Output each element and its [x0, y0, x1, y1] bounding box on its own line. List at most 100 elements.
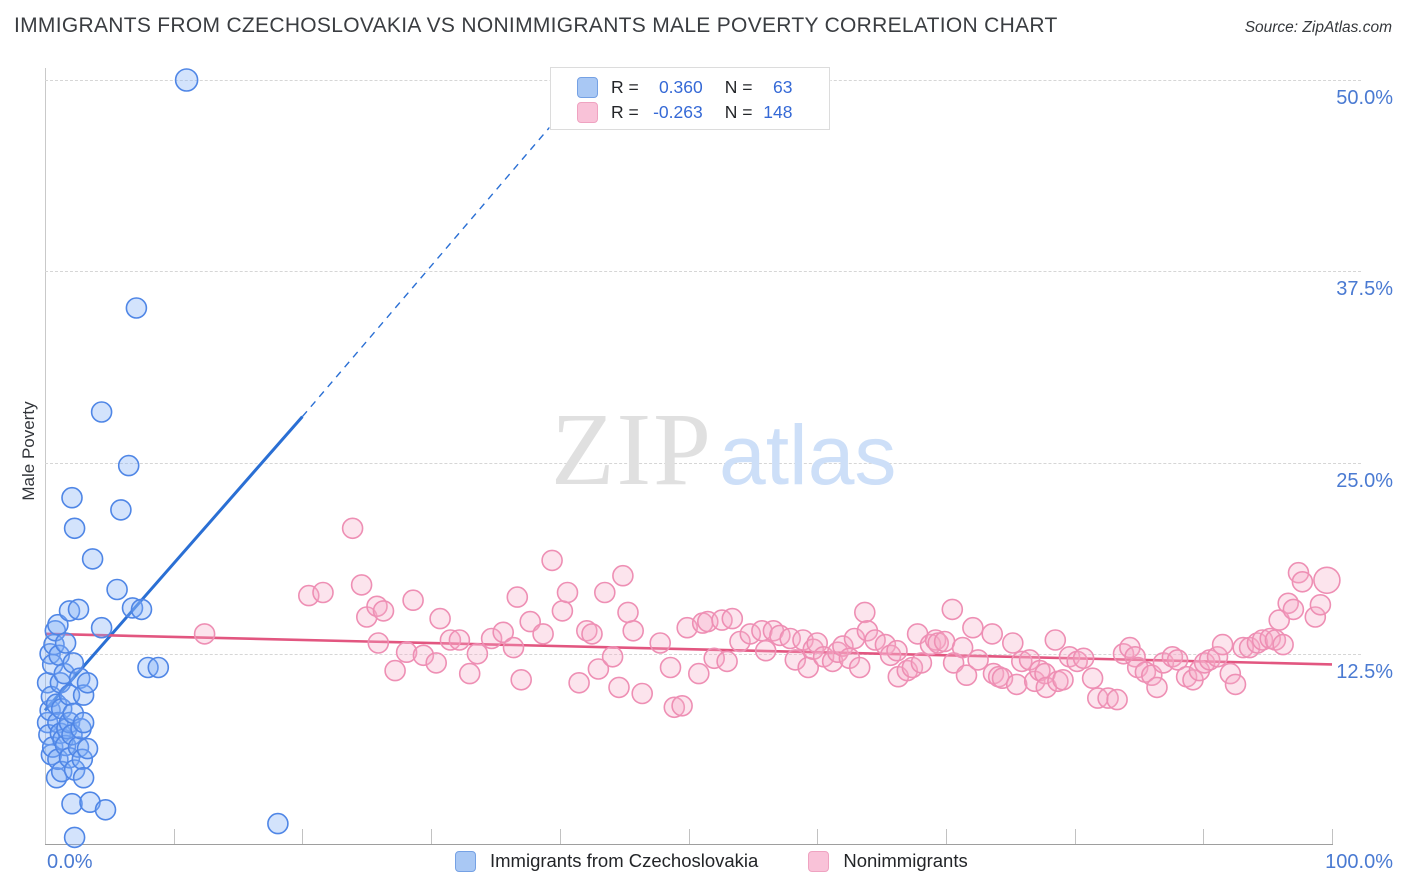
- scatter-point-immigrants: [50, 760, 73, 783]
- scatter-point-nonimmigrants: [551, 600, 574, 622]
- scatter-point-immigrants: [94, 798, 117, 821]
- stats-row-immigrants: R = 0.360 N = 63: [577, 75, 792, 99]
- scatter-point-nonimmigrants: [696, 610, 719, 633]
- scatter-point-immigrants: [43, 633, 65, 656]
- n-value-nonimmigrants: 148: [763, 101, 793, 122]
- scatter-point-nonimmigrants: [887, 665, 910, 688]
- scatter-point-nonimmigrants: [350, 574, 373, 596]
- scatter-point-nonimmigrants: [448, 629, 471, 651]
- scatter-point-nonimmigrants: [395, 641, 418, 664]
- scatter-point-immigrants: [58, 684, 81, 706]
- x-axis-tick: [817, 829, 819, 844]
- scatter-point-nonimmigrants: [762, 619, 785, 642]
- x-axis-line: [45, 844, 1333, 845]
- scatter-point-nonimmigrants: [1287, 561, 1310, 584]
- legend-item-immigrants: Immigrants from Czechoslovakia: [455, 850, 758, 872]
- stats-row-nonimmigrants: R = -0.263 N = 148: [577, 100, 792, 124]
- scatter-point-nonimmigrants: [1035, 676, 1058, 699]
- scatter-point-nonimmigrants: [568, 671, 590, 694]
- y-axis-tick-label: 37.5%: [1336, 278, 1393, 301]
- scatter-point-nonimmigrants: [826, 641, 849, 664]
- scatter-point-nonimmigrants: [1188, 659, 1211, 682]
- scatter-point-nonimmigrants: [608, 676, 630, 699]
- scatter-point-nonimmigrants: [1206, 645, 1229, 668]
- immigrants-swatch-icon: [455, 850, 476, 872]
- scatter-point-immigrants: [63, 517, 86, 540]
- nonimmigrants-swatch-icon: [808, 850, 830, 872]
- scatter-point-nonimmigrants: [593, 581, 616, 604]
- scatter-point-nonimmigrants: [853, 601, 876, 624]
- scatter-point-nonimmigrants: [587, 658, 610, 680]
- scatter-point-nonimmigrants: [612, 564, 634, 587]
- scatter-point-immigrants: [90, 616, 113, 639]
- scatter-point-nonimmigrants: [617, 601, 639, 624]
- scatter-point-nonimmigrants: [581, 623, 603, 645]
- scatter-point-nonimmigrants: [193, 623, 216, 645]
- scatter-point-nonimmigrants: [1161, 645, 1184, 668]
- scatter-point-immigrants: [63, 759, 86, 781]
- scatter-point-nonimmigrants: [1126, 656, 1149, 679]
- scatter-point-nonimmigrants: [367, 632, 390, 654]
- scatter-point-nonimmigrants: [691, 612, 714, 634]
- scatter-point-nonimmigrants: [1304, 606, 1327, 628]
- scatter-point-nonimmigrants: [886, 639, 908, 662]
- scatter-point-nonimmigrants: [879, 644, 902, 667]
- scatter-point-nonimmigrants: [703, 647, 726, 670]
- scatter-point-nonimmigrants: [1034, 662, 1056, 685]
- scatter-point-nonimmigrants: [1193, 652, 1216, 674]
- scatter-point-immigrants: [121, 597, 144, 619]
- scatter-point-immigrants: [117, 454, 140, 477]
- scatter-point-nonimmigrants: [797, 656, 820, 679]
- scatter-point-immigrants: [72, 711, 95, 734]
- y-axis-tick-label: 25.0%: [1336, 469, 1393, 492]
- scatter-point-nonimmigrants: [962, 616, 984, 639]
- scatter-point-immigrants: [130, 598, 153, 621]
- scatter-point-immigrants: [106, 578, 128, 601]
- scatter-point-nonimmigrants: [480, 627, 503, 650]
- scatter-point-nonimmigrants: [711, 609, 733, 631]
- scatter-point-nonimmigrants: [1309, 593, 1332, 616]
- scatter-point-nonimmigrants: [1087, 687, 1109, 709]
- scatter-point-nonimmigrants: [1313, 566, 1341, 595]
- x-axis-tick: [1332, 829, 1333, 844]
- y-axis-tick-label: 12.5%: [1336, 660, 1393, 683]
- scatter-point-nonimmigrants: [1029, 659, 1051, 682]
- scatter-point-immigrants: [71, 748, 94, 771]
- scatter-point-nonimmigrants: [739, 623, 762, 645]
- watermark-zip-text: ZIP: [551, 392, 713, 507]
- scatter-point-nonimmigrants: [1072, 647, 1095, 670]
- scatter-point-immigrants: [81, 548, 104, 570]
- scatter-point-nonimmigrants: [1081, 667, 1104, 690]
- scatter-point-nonimmigrants: [1097, 687, 1119, 709]
- immigrants-swatch-icon: [577, 76, 598, 98]
- scatter-point-immigrants: [147, 656, 170, 679]
- x-axis-tick: [1203, 829, 1205, 844]
- scatter-point-immigrants: [61, 486, 83, 509]
- r-value-nonimmigrants: -0.263: [653, 101, 703, 122]
- x-axis-tick: [302, 829, 304, 844]
- scatter-point-immigrants: [76, 737, 99, 760]
- scatter-point-nonimmigrants: [687, 662, 710, 685]
- scatter-point-nonimmigrants: [1058, 645, 1081, 668]
- x-axis-tick: [431, 829, 433, 844]
- scatter-point-immigrants: [36, 671, 59, 694]
- scatter-point-immigrants: [67, 736, 90, 758]
- scatter-point-nonimmigrants: [769, 624, 791, 647]
- scatter-point-nonimmigrants: [622, 619, 645, 642]
- r-value-immigrants: 0.360: [658, 76, 703, 97]
- scatter-point-nonimmigrants: [631, 682, 654, 705]
- scatter-point-nonimmigrants: [1264, 629, 1287, 651]
- scatter-point-nonimmigrants: [1291, 570, 1314, 593]
- scatter-point-nonimmigrants: [864, 629, 886, 651]
- scatter-point-nonimmigrants: [1023, 670, 1046, 693]
- scatter-point-nonimmigrants: [1182, 668, 1204, 691]
- scatter-point-immigrants: [61, 792, 83, 815]
- scatter-point-nonimmigrants: [981, 623, 1004, 645]
- scatter-point-nonimmigrants: [372, 600, 395, 622]
- r-label: R =: [611, 101, 639, 122]
- scatter-point-nonimmigrants: [1047, 670, 1069, 693]
- scatter-point-nonimmigrants: [987, 665, 1010, 688]
- scatter-point-immigrants: [47, 748, 69, 771]
- scatter-point-nonimmigrants: [429, 607, 451, 630]
